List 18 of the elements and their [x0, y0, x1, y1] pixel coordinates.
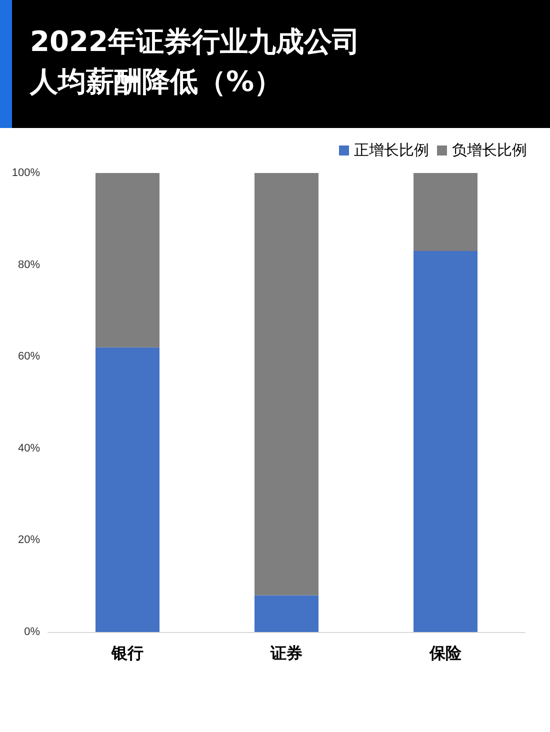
y-tick-label: 60%	[18, 350, 40, 363]
legend-label: 负增长比例	[452, 142, 527, 159]
y-tick-label: 20%	[18, 534, 40, 546]
bar	[96, 347, 160, 632]
x-tick-label: 银行	[110, 644, 144, 662]
bar	[254, 173, 318, 596]
bar	[254, 595, 318, 632]
x-tick-label: 证券	[270, 644, 302, 662]
y-tick-label: 40%	[18, 442, 40, 454]
chart-title: 2022年证券行业九成公司人均薪酬降低（%）	[30, 24, 361, 100]
y-tick-label: 0%	[24, 626, 40, 638]
x-tick-label: 保险	[428, 644, 462, 662]
bar	[414, 173, 478, 252]
bar	[414, 251, 478, 632]
y-tick-label: 100%	[12, 167, 40, 179]
bar	[96, 173, 160, 348]
legend-label: 正增长比例	[354, 142, 429, 159]
y-tick-label: 80%	[18, 258, 40, 271]
